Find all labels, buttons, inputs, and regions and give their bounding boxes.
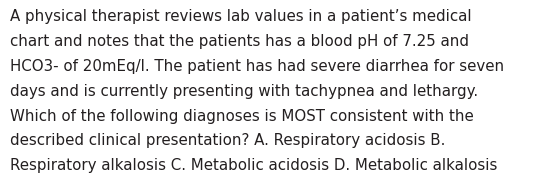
Text: HCO3- of 20mEq/l. The patient has had severe diarrhea for seven: HCO3- of 20mEq/l. The patient has had se… <box>10 59 504 74</box>
Text: Which of the following diagnoses is MOST consistent with the: Which of the following diagnoses is MOST… <box>10 109 474 124</box>
Text: Respiratory alkalosis C. Metabolic acidosis D. Metabolic alkalosis: Respiratory alkalosis C. Metabolic acido… <box>10 158 497 173</box>
Text: chart and notes that the patients has a blood pH of 7.25 and: chart and notes that the patients has a … <box>10 34 469 49</box>
Text: days and is currently presenting with tachypnea and lethargy.: days and is currently presenting with ta… <box>10 84 478 99</box>
Text: described clinical presentation? A. Respiratory acidosis B.: described clinical presentation? A. Resp… <box>10 133 445 149</box>
Text: A physical therapist reviews lab values in a patient’s medical: A physical therapist reviews lab values … <box>10 9 472 24</box>
